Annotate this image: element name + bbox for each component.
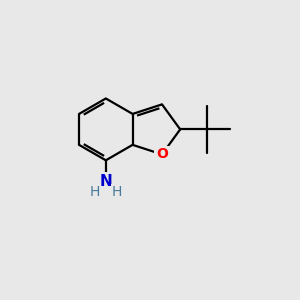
Text: H: H xyxy=(89,185,100,199)
Text: O: O xyxy=(156,147,168,161)
Text: N: N xyxy=(100,174,112,189)
Text: H: H xyxy=(112,185,122,199)
